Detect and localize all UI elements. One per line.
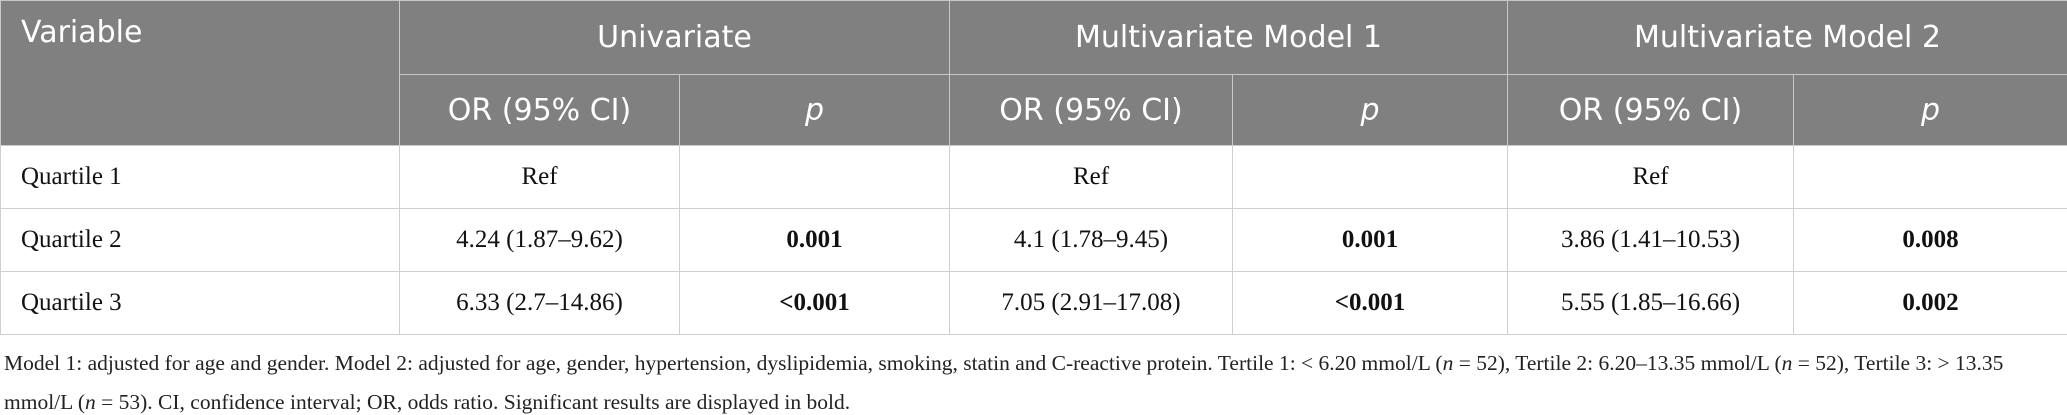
table-cell: Ref <box>399 145 680 209</box>
table-cell: 4.24 (1.87–9.62) <box>399 208 680 272</box>
table-cell: Ref <box>1507 145 1795 209</box>
footnote-text: n <box>1442 351 1454 375</box>
table-cell: 0.008 <box>1793 208 2067 272</box>
footnote: Model 1: adjusted for age and gender. Mo… <box>0 344 2067 415</box>
table-cell: 3.86 (1.41–10.53) <box>1507 208 1795 272</box>
table-cell: 0.001 <box>1231 208 1509 272</box>
table-cell: <0.001 <box>679 271 950 335</box>
header-cell: OR (95% CI) <box>1507 74 1795 146</box>
header-cell: OR (95% CI) <box>399 74 680 146</box>
header-cell: p <box>1231 74 1509 146</box>
table-cell: Quartile 2 <box>0 208 400 272</box>
table-cell: 4.1 (1.78–9.45) <box>949 208 1233 272</box>
table-row: Quartile 1 Ref Ref Ref <box>0 145 2067 209</box>
table-row: Quartile 2 4.24 (1.87–9.62) 0.001 4.1 (1.78… <box>0 208 2067 272</box>
footnote-text: = 52), Tertile 3: > 13.35 mmol/L ( <box>4 351 2004 414</box>
table-row: Quartile 3 6.33 (2.7–14.86) <0.001 7.05 (2.… <box>0 271 2067 335</box>
table-cell: <0.001 <box>1231 271 1509 335</box>
table-body: Quartile 1 Ref Ref Ref Quartile 2 4.24 (1.87–… <box>0 145 2067 335</box>
header-row: Variable Univariate Multivariate Model 1 Mu… <box>0 0 2067 146</box>
table-cell <box>1231 145 1509 209</box>
header-row: OR (95% CI) p OR (95% CI) p OR (95% CI) p <box>1 74 2067 146</box>
table-cell: Quartile 3 <box>0 271 400 335</box>
footnote-text: n <box>1781 351 1793 375</box>
table-cell: 0.002 <box>1793 271 2067 335</box>
footnote-text: = 53). CI, confidence interval; OR, odds… <box>95 390 851 414</box>
header-cell: OR (95% CI) <box>949 74 1233 146</box>
table-cell: Ref <box>949 145 1233 209</box>
footnote-text: n <box>85 390 96 414</box>
header-cell: p <box>1793 74 2067 146</box>
header-cell: Multivariate Model 1 <box>948 0 1509 75</box>
footnote-text: Model 1: adjusted for age and gender. Mo… <box>4 351 1443 375</box>
table-cell: Quartile 1 <box>0 145 400 209</box>
header-cell: p <box>679 74 950 146</box>
header-cell: Variable <box>0 0 400 146</box>
footnote-text: = 52), Tertile 2: 6.20–13.35 mmol/L ( <box>1453 351 1782 375</box>
table-cell: 6.33 (2.7–14.86) <box>399 271 680 335</box>
table-cell <box>679 145 950 209</box>
table-cell: 5.55 (1.85–16.66) <box>1507 271 1795 335</box>
header-cell: Univariate <box>399 0 950 75</box>
table-header: Variable Univariate Multivariate Model 1 Mu… <box>0 0 2067 146</box>
results-table: Variable Univariate Multivariate Model 1 Mu… <box>0 0 2067 335</box>
header-cell: Multivariate Model 2 <box>1507 0 2067 75</box>
table-cell: 7.05 (2.91–17.08) <box>949 271 1233 335</box>
table-cell <box>1793 145 2067 209</box>
table-cell: 0.001 <box>679 208 950 272</box>
